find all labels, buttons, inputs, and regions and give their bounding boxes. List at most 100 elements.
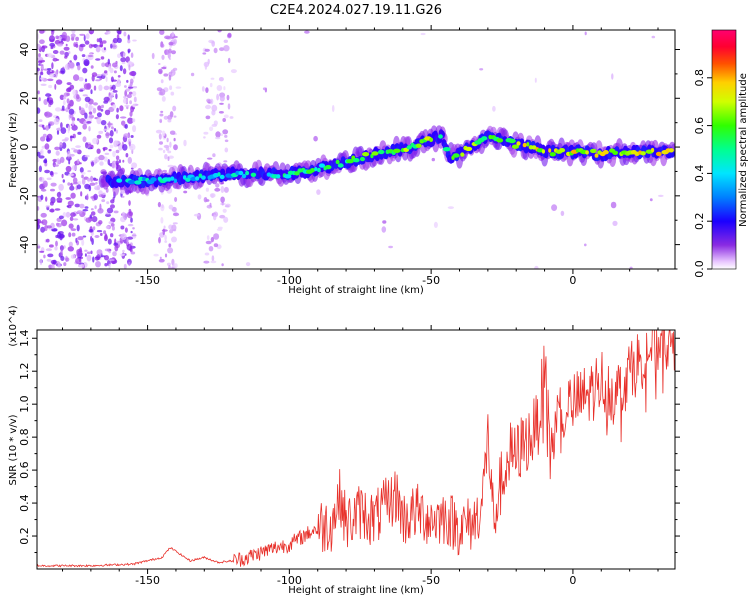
noise-blob [84,206,89,209]
ridge-core [541,149,546,154]
noise-blob [80,191,83,197]
noise-blob [96,184,101,191]
noise-blob [98,220,103,225]
noise-blob [53,118,60,125]
noise-blob [657,194,664,197]
noise-blob [111,162,115,169]
noise-blob [46,133,53,141]
noise-blob [127,48,131,53]
noise-blob [119,253,126,257]
noise-blob [38,97,41,102]
ridge-core [170,176,175,181]
noise-blob [159,88,166,96]
noise-blob [69,114,74,119]
ridge-core [116,178,123,183]
noise-blob [217,30,222,33]
noise-blob [73,54,78,61]
noise-blob [226,94,230,101]
noise-blob [41,124,45,128]
noise-blob [101,255,106,258]
noise-blob [158,133,162,140]
noise-blob [95,79,101,82]
noise-blob [99,161,104,166]
noise-blob [96,112,102,118]
noise-blob [223,45,230,52]
y-tick-label: 0 [18,144,31,151]
noise-blob [183,139,187,147]
noise-blob [56,127,63,131]
noise-blob [60,70,65,74]
noise-blob [223,216,229,223]
noise-blob [71,124,78,131]
noise-blob [219,95,225,102]
noise-blob [206,98,211,103]
noise-blob [560,210,565,216]
noise-blob [118,159,121,164]
noise-blob [651,35,656,39]
noise-blob [37,206,40,211]
noise-blob [222,208,227,213]
noise-blob [205,240,212,245]
noise-blob [207,58,210,65]
noise-blob [313,135,318,142]
noise-blob [76,210,83,214]
noise-blob [57,262,61,268]
noise-blob [39,177,43,181]
noise-blob [158,63,161,65]
noise-blob [82,136,87,143]
noise-blob [65,197,72,200]
noise-blob [211,123,218,127]
noise-blob [169,130,176,135]
y-tick-label: -40 [18,236,31,254]
y-tick-label: 1.0 [18,395,31,413]
noise-blob [132,118,136,123]
noise-blob [120,107,124,110]
noise-blob [39,30,45,34]
noise-blob [122,159,125,163]
noise-blob [166,137,169,143]
noise-blob [128,200,131,206]
ridge-core [406,145,412,150]
y-tick-label: 0.8 [18,428,31,446]
noise-blob [169,141,172,148]
spectrogram-frame [36,29,676,270]
noise-blob [173,263,176,266]
noise-blob [584,31,587,36]
ridge-core [335,159,340,165]
noise-blob [107,159,111,166]
noise-blob [130,52,134,58]
ridge-core [314,166,318,172]
noise-blob [115,149,120,154]
noise-blob [230,69,237,74]
noise-blob [79,263,85,268]
noise-blob [59,141,63,148]
noise-blob [46,238,50,243]
spectral-ridge-layer [98,125,675,196]
noise-blob [71,30,76,34]
noise-blob [224,205,230,208]
noise-blob [112,104,117,109]
noise-blob [173,115,177,118]
ridge-core [276,174,281,179]
noise-blob [68,232,72,238]
noise-blob [49,208,55,213]
noise-blob [168,265,171,269]
noise-blob [56,200,63,203]
noise-blob [42,180,48,188]
noise-blob [158,236,161,244]
ridge-core [284,174,292,179]
noise-blob [127,39,131,44]
noise-blob [104,70,108,74]
noise-blob [48,84,53,89]
noise-blob [43,99,48,105]
noise-blob [61,173,64,179]
noise-blob [90,208,94,211]
noise-blob [221,202,224,206]
noise-blob [65,35,71,42]
noise-blob [70,228,77,232]
noise-blob [91,44,96,47]
noise-blob [96,148,101,154]
noise-blob [84,40,90,45]
noise-blob [70,192,76,199]
noise-blob [96,38,100,43]
